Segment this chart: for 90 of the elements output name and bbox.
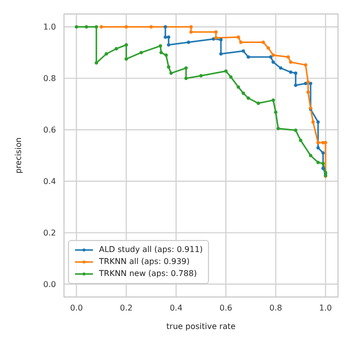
point [84, 25, 88, 29]
point [158, 44, 162, 48]
x-axis-title: true positive rate [166, 322, 236, 331]
point [164, 25, 168, 29]
point [266, 46, 270, 50]
point [288, 60, 292, 64]
point [124, 43, 128, 47]
point [224, 69, 228, 73]
point [242, 91, 246, 95]
point [271, 53, 275, 57]
y-tick-label: 0.4 [43, 177, 56, 186]
point [104, 52, 108, 56]
point [316, 146, 320, 150]
x-tick-label: 0.0 [70, 304, 83, 313]
point [262, 40, 266, 44]
legend-label: ALD study all (aps: 0.911) [99, 244, 203, 256]
point [229, 75, 233, 79]
point [304, 63, 308, 67]
point [242, 49, 246, 53]
point [166, 65, 170, 69]
point [149, 25, 153, 29]
point [294, 128, 298, 132]
point [94, 61, 98, 65]
point [308, 82, 312, 86]
point [276, 126, 280, 130]
point [271, 60, 275, 64]
point [268, 55, 272, 59]
point [124, 25, 128, 29]
point [308, 154, 312, 158]
y-axis-title: precision [14, 137, 23, 174]
point [189, 25, 193, 29]
point [306, 80, 310, 84]
point [199, 74, 203, 78]
point [294, 71, 298, 75]
point [274, 110, 278, 114]
point [316, 140, 320, 144]
point [321, 151, 325, 155]
x-tick-label: 0.6 [220, 304, 232, 313]
point [166, 43, 170, 47]
point [114, 46, 118, 50]
point [166, 35, 170, 39]
point [256, 102, 260, 106]
point [212, 37, 216, 41]
point [239, 40, 243, 44]
point [159, 50, 163, 54]
point [236, 35, 240, 39]
point [288, 70, 292, 74]
point [219, 38, 223, 42]
x-tick-label: 0.4 [170, 304, 182, 313]
y-tick-label: 1.0 [43, 22, 56, 32]
point [124, 57, 128, 61]
point [186, 40, 190, 44]
point [304, 82, 308, 86]
point [184, 76, 188, 80]
point [139, 50, 143, 54]
point [189, 30, 193, 34]
point [74, 25, 78, 29]
x-tick-label: 0.2 [120, 304, 133, 313]
point [278, 66, 282, 70]
point [94, 25, 98, 29]
legend-label: TRKNN all (aps: 0.939) [99, 256, 190, 268]
point [219, 52, 223, 56]
point [298, 138, 302, 142]
point [164, 35, 168, 39]
y-tick-label: 0.0 [43, 280, 56, 289]
y-tick-label: 0.2 [43, 228, 56, 238]
point [294, 84, 298, 88]
x-tick-label: 0.8 [269, 304, 282, 313]
point [100, 25, 104, 29]
point [321, 166, 325, 170]
x-tick-label: 1.0 [319, 304, 332, 313]
point [321, 162, 325, 166]
point [246, 96, 250, 100]
point [236, 85, 240, 89]
y-tick-label: 0.8 [43, 74, 56, 84]
point [324, 140, 328, 144]
legend-label: TRKNN new (aps: 0.788) [99, 268, 197, 280]
point [246, 55, 250, 59]
point [306, 90, 310, 94]
point [286, 55, 290, 59]
point [214, 36, 218, 40]
point [184, 66, 188, 70]
point [164, 53, 168, 57]
point [271, 98, 275, 102]
point [316, 120, 320, 124]
point [214, 30, 218, 34]
point [311, 120, 315, 124]
point [169, 71, 173, 75]
point [316, 160, 320, 164]
y-tick-label: 0.6 [43, 126, 56, 135]
